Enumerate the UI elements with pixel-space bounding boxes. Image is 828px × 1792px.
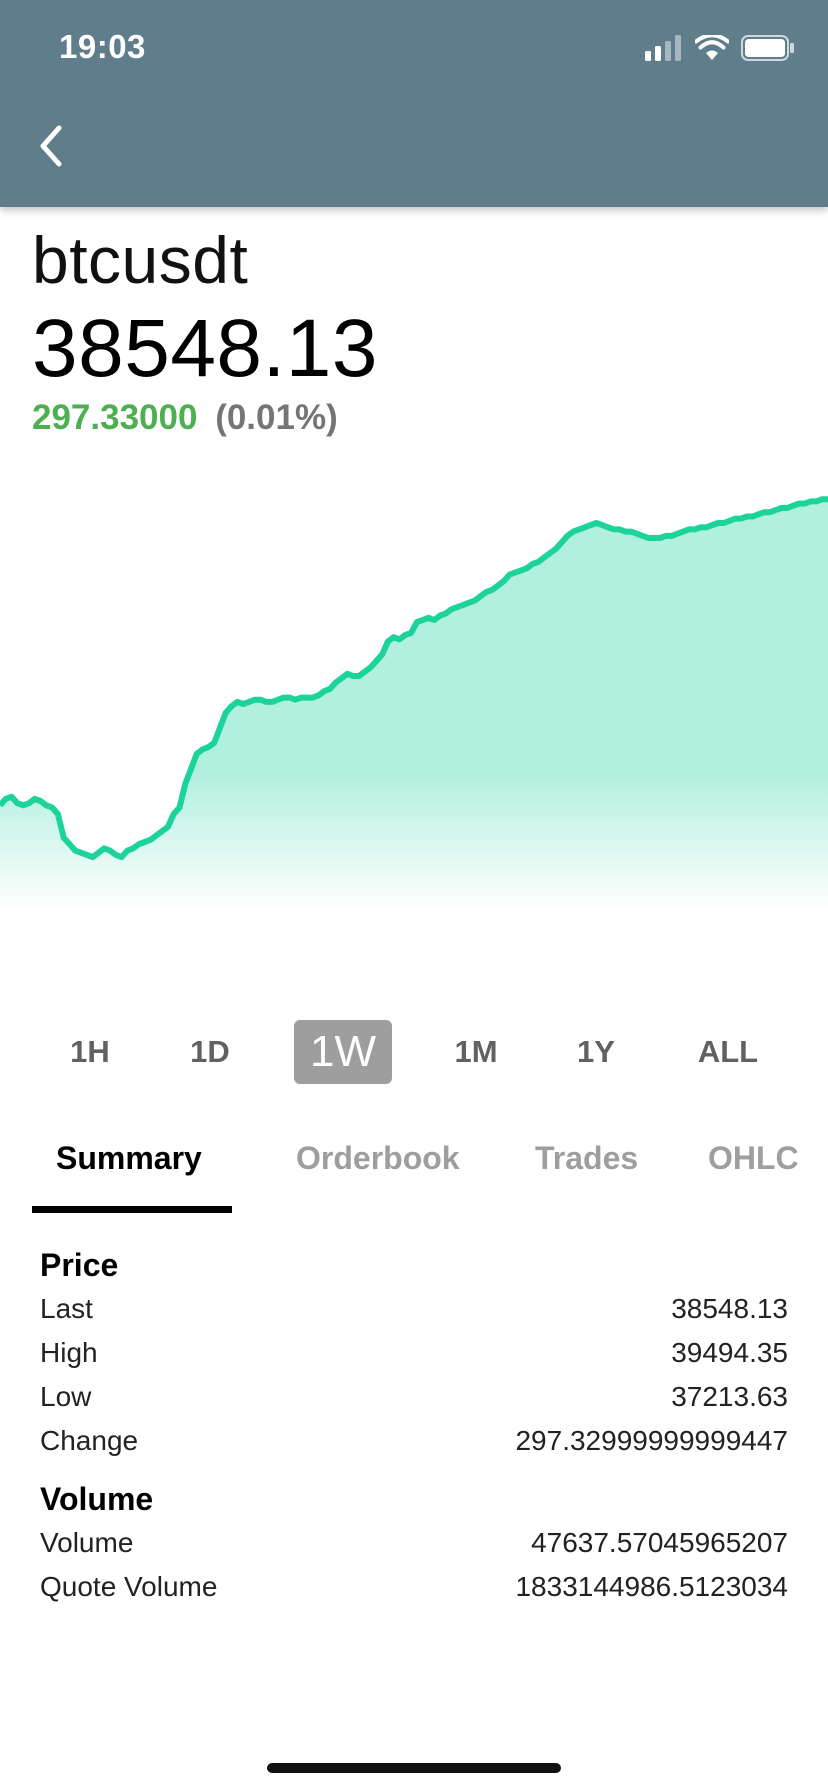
row-label: Quote Volume — [40, 1571, 218, 1602]
wifi-icon — [694, 33, 730, 66]
row-label: Change — [40, 1425, 139, 1456]
range-1h-button[interactable]: 1H — [70, 1034, 110, 1069]
price-change: 297.33000 (0.01%) — [32, 398, 338, 438]
tab-active-indicator — [32, 1206, 232, 1213]
price-chart-svg — [0, 496, 828, 1000]
battery-icon — [741, 35, 795, 66]
status-icons — [645, 33, 795, 66]
change-percent: (0.01%) — [215, 398, 338, 437]
status-time: 19:03 — [59, 28, 146, 65]
tab-ohlc[interactable]: OHLC — [708, 1140, 799, 1176]
range-1d-button[interactable]: 1D — [190, 1034, 230, 1069]
home-indicator[interactable] — [267, 1763, 561, 1773]
detail-tabs: Summary Orderbook Trades OHLC — [0, 1130, 828, 1215]
row-label: Last — [40, 1293, 93, 1324]
summary-row-low: Low 37213.63 — [40, 1375, 788, 1419]
row-label: Volume — [40, 1527, 134, 1558]
back-button[interactable] — [22, 120, 78, 176]
row-label: High — [40, 1337, 98, 1368]
range-1m-button[interactable]: 1M — [454, 1034, 498, 1069]
range-1y-button[interactable]: 1Y — [577, 1034, 615, 1069]
cellular-signal-icon — [645, 35, 683, 66]
time-range-selector: 1H 1D 1W 1M 1Y ALL — [0, 1020, 828, 1086]
row-value: 38548.13 — [671, 1293, 788, 1324]
row-value: 297.32999999999447 — [515, 1425, 788, 1456]
row-value: 37213.63 — [671, 1381, 788, 1412]
summary-panel: Price Last 38548.13 High 39494.35 Low 37… — [40, 1243, 788, 1609]
chart-area — [0, 499, 828, 1000]
row-value: 39494.35 — [671, 1337, 788, 1368]
summary-row-high: High 39494.35 — [40, 1331, 788, 1375]
tab-orderbook[interactable]: Orderbook — [296, 1140, 460, 1176]
tab-summary[interactable]: Summary — [56, 1140, 202, 1176]
current-price: 38548.13 — [32, 303, 379, 394]
range-all-button[interactable]: ALL — [697, 1034, 759, 1069]
tab-trades[interactable]: Trades — [535, 1140, 639, 1176]
summary-row-change: Change 297.32999999999447 — [40, 1419, 788, 1463]
range-1w-button[interactable]: 1W — [294, 1020, 392, 1084]
price-section-title: Price — [40, 1247, 119, 1283]
row-label: Low — [40, 1381, 92, 1412]
ticker-symbol: btcusdt — [32, 223, 249, 297]
chart-line — [0, 496, 828, 861]
summary-row-volume: Volume 47637.57045965207 — [40, 1521, 788, 1565]
price-chart[interactable] — [0, 470, 828, 1000]
row-value: 1833144986.5123034 — [515, 1571, 788, 1602]
section-spacer — [40, 1463, 788, 1477]
change-value: 297.33000 — [32, 398, 198, 437]
row-value: 47637.57045965207 — [531, 1527, 788, 1558]
summary-row-last: Last 38548.13 — [40, 1287, 788, 1331]
chevron-left-icon — [35, 124, 65, 173]
summary-row-quote-volume: Quote Volume 1833144986.5123034 — [40, 1565, 788, 1609]
app-header: 19:03 — [0, 0, 828, 207]
volume-section-title: Volume — [40, 1481, 154, 1517]
